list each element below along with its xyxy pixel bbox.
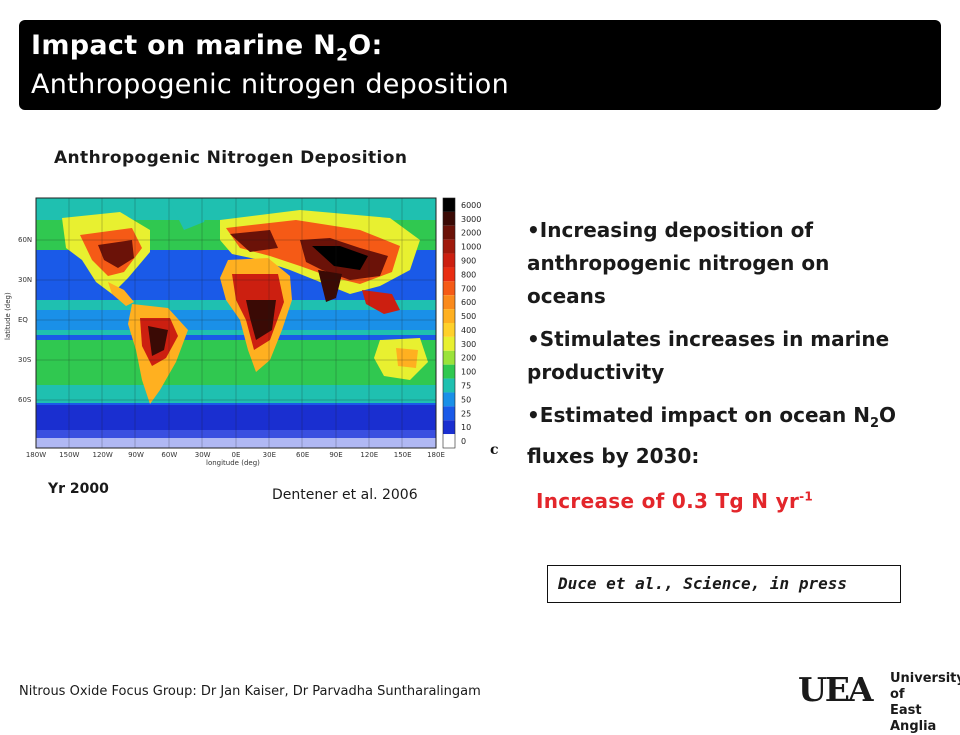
colorbar-label: 0 <box>461 437 466 446</box>
colorbar-swatch <box>443 323 455 337</box>
lon-tick-label: 60E <box>296 451 309 459</box>
figure-source: Dentener et al. 2006 <box>272 487 418 503</box>
colorbar-swatch <box>443 295 455 310</box>
slide-subtitle: Anthropogenic nitrogen deposition <box>31 69 510 100</box>
colorbar-label: 400 <box>461 326 476 335</box>
citation-box: Duce et al., Science, in press <box>547 565 901 603</box>
footer-text: Nitrous Oxide Focus Group: Dr Jan Kaiser… <box>19 684 481 699</box>
colorbar-swatch <box>443 378 455 393</box>
colorbar-label: 200 <box>461 354 476 363</box>
deposition-map: 6000300020001000900800700600500400300200… <box>4 197 499 467</box>
colorbar-label: 500 <box>461 312 476 321</box>
colorbar-swatch <box>443 281 455 296</box>
colorbar-label: 50 <box>461 395 471 404</box>
colorbar-label: 6000 <box>461 201 481 210</box>
lon-tick-label: 150W <box>59 451 79 459</box>
colorbar-swatch <box>443 253 455 268</box>
lon-ticks: 180W 150W 120W 90W 60W 30W 0E 30E 60E 90E 120E 150E… <box>26 451 445 459</box>
lon-tick-label: 120E <box>360 451 378 459</box>
deposition-map-figure: 6000 3000 2000 1000 900 800 700 600 500 400 300 200… <box>0 190 510 470</box>
lat-tick-label: 30N <box>18 276 32 284</box>
colorbar-swatch <box>443 198 455 212</box>
lon-tick-label: 150E <box>394 451 412 459</box>
bullet-item: •Stimulates increases in marine producti… <box>527 327 890 384</box>
lat-tick-label: 60N <box>18 236 32 244</box>
colorbar-label: 600 <box>461 298 476 307</box>
lon-tick-label: 180E <box>427 451 445 459</box>
colorbar-swatch <box>443 267 455 282</box>
colorbar-swatch <box>443 211 455 226</box>
colorbar-swatch <box>443 392 455 407</box>
lat-tick-label: 30S <box>18 356 32 364</box>
bullet-item: •Increasing deposition of anthropogenic … <box>527 218 830 308</box>
colorbar-swatch <box>443 350 455 365</box>
colorbar-swatch <box>443 309 455 323</box>
bullet-list: •Increasing deposition of anthropogenic … <box>527 214 907 483</box>
colorbar-label: 300 <box>461 340 476 349</box>
highlight-result: Increase of 0.3 Tg N yr-1 <box>536 489 814 513</box>
lon-tick-label: 30W <box>195 451 211 459</box>
logo-name: University of East Anglia <box>890 671 960 734</box>
lat-tick-label: EQ <box>18 316 28 324</box>
y-axis-title: latitude (deg) <box>4 292 12 340</box>
colorbar-label: 10 <box>461 423 471 432</box>
lat-ticks: 60N 30N EQ 30S 60S <box>18 236 32 404</box>
colorbar: 6000300020001000900800700600500400300200… <box>442 197 481 449</box>
panel-letter: c <box>490 442 499 458</box>
lon-tick-label: 30E <box>263 451 276 459</box>
lon-tick-label: 90W <box>128 451 144 459</box>
colorbar-label: 700 <box>461 284 476 293</box>
title-bar: Impact on marine N2O: Anthropogenic nitr… <box>19 20 941 110</box>
logo-mark: UEA <box>798 670 874 709</box>
colorbar-swatch <box>443 406 455 421</box>
colorbar-label: 3000 <box>461 215 481 224</box>
colorbar-swatch <box>443 225 455 240</box>
colorbar-swatch <box>443 420 455 435</box>
colorbar-label: 25 <box>461 409 471 418</box>
year-label: Yr 2000 <box>48 481 109 497</box>
colorbar-label: 900 <box>461 257 476 266</box>
colorbar-swatch <box>443 336 455 351</box>
colorbar-swatch <box>443 434 455 448</box>
colorbar-swatch <box>443 364 455 379</box>
lon-tick-label: 0E <box>232 451 241 459</box>
lon-tick-label: 90E <box>329 451 342 459</box>
lon-tick-label: 60W <box>161 451 177 459</box>
lon-tick-label: 180W <box>26 451 46 459</box>
slide-title: Impact on marine N2O: <box>31 30 383 66</box>
colorbar-label: 2000 <box>461 229 481 238</box>
colorbar-label: 800 <box>461 270 476 279</box>
colorbar-label: 100 <box>461 368 476 377</box>
uea-logo: UEA University of East Anglia <box>798 668 960 734</box>
map-gridlines <box>36 198 436 448</box>
x-axis-title: longitude (deg) <box>206 459 260 467</box>
figure-title: Anthropogenic Nitrogen Deposition <box>54 148 408 168</box>
bullet-item: •Estimated impact on ocean N2O fluxes by… <box>527 403 897 468</box>
lat-tick-label: 60S <box>18 396 32 404</box>
colorbar-label: 75 <box>461 382 471 391</box>
colorbar-label: 1000 <box>461 243 481 252</box>
lon-tick-label: 120W <box>93 451 113 459</box>
colorbar-swatch <box>443 239 455 254</box>
